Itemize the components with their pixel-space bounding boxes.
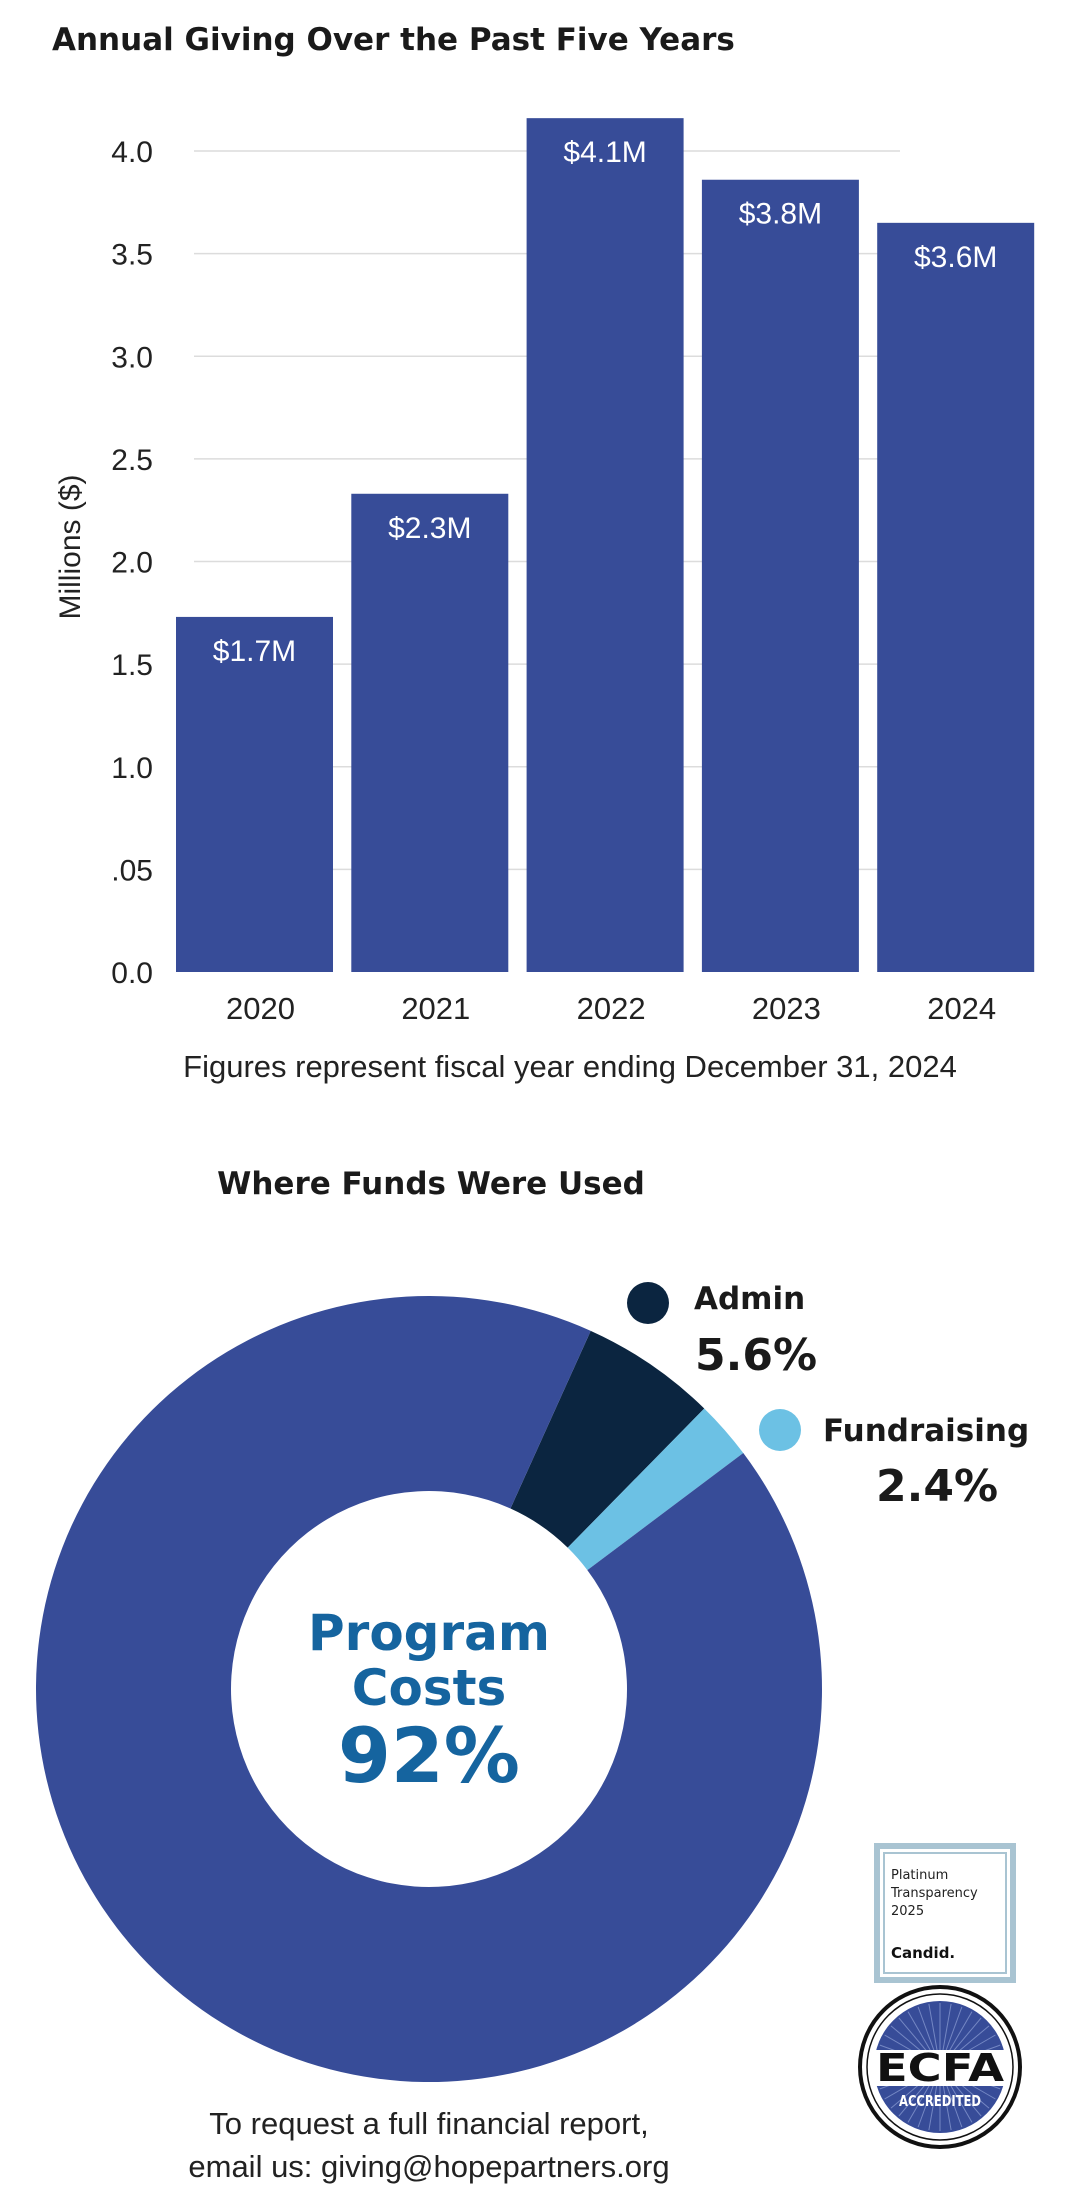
bar-2021 xyxy=(351,493,509,972)
bars: $1.7M $2.3M $4.1M $3.8M $3.6M xyxy=(176,118,1035,973)
candid-badge: Platinum Transparency 2025 Candid. xyxy=(874,1843,1016,1983)
donut-slice-fundraising xyxy=(567,1408,744,1571)
x-tick-label: 2022 xyxy=(577,991,646,1026)
svg-text:Platinum: Platinum xyxy=(891,1868,948,1883)
svg-text:Transparency: Transparency xyxy=(890,1886,978,1901)
bar-data-label: $3.8M xyxy=(739,198,822,231)
svg-text:ECFA: ECFA xyxy=(876,2046,1005,2090)
ecfa-seal: ECFA ACCREDITED xyxy=(858,1985,1022,2149)
bar-data-label: $3.6M xyxy=(914,241,997,274)
y-axis-label: Millions ($) xyxy=(54,474,87,619)
center-label-line1: Program xyxy=(308,1604,550,1662)
bar-data-label: $4.1M xyxy=(563,136,646,169)
bar-data-label: $2.3M xyxy=(388,512,471,545)
footer-email[interactable]: email us: giving@hopepartners.org xyxy=(188,2149,669,2184)
y-tick-label: 3.0 xyxy=(111,341,153,374)
svg-text:ACCREDITED: ACCREDITED xyxy=(899,2092,981,2110)
x-axis-ticks: 2020 2021 2022 2023 2024 xyxy=(226,991,996,1026)
x-tick-label: 2020 xyxy=(226,991,295,1026)
center-label-line2: Costs xyxy=(352,1659,506,1717)
y-tick-label: 0.0 xyxy=(111,957,153,990)
y-tick-label: 4.0 xyxy=(111,136,153,169)
donut-slice-program-costs xyxy=(35,1295,822,2082)
x-tick-label: 2021 xyxy=(401,991,470,1026)
donut-chart-title: Where Funds Were Used xyxy=(217,1166,645,1202)
legend-dot-fundraising xyxy=(759,1409,801,1451)
x-tick-label: 2023 xyxy=(752,991,821,1026)
bar-data-label: $1.7M xyxy=(213,635,296,668)
center-label-value: 92% xyxy=(338,1711,520,1800)
bar-2020 xyxy=(176,616,333,972)
svg-text:2025: 2025 xyxy=(891,1904,924,1919)
y-tick-label: 1.0 xyxy=(111,752,153,785)
legend-label-fundraising: Fundraising xyxy=(823,1413,1029,1449)
legend-label-admin: Admin xyxy=(694,1281,805,1317)
legend-value-fundraising: 2.4% xyxy=(876,1461,998,1512)
y-tick-label: 2.5 xyxy=(111,444,153,477)
legend-value-admin: 5.6% xyxy=(695,1330,817,1381)
x-tick-label: 2024 xyxy=(927,991,996,1026)
bar-chart-title: Annual Giving Over the Past Five Years xyxy=(52,22,735,58)
y-axis-ticks: 0.0 .05 1.0 1.5 2.0 2.5 3.0 3.5 4.0 xyxy=(111,136,153,990)
donut-chart xyxy=(35,1295,822,2082)
bar-2024 xyxy=(877,222,1035,972)
y-tick-label: 3.5 xyxy=(111,239,153,272)
legend-dot-admin xyxy=(627,1282,669,1324)
svg-text:Candid.: Candid. xyxy=(891,1944,955,1962)
bar-2023 xyxy=(701,179,859,973)
bar-2022 xyxy=(526,118,684,972)
y-tick-label: 1.5 xyxy=(111,649,153,682)
footer-line1: To request a full financial report, xyxy=(209,2106,648,2141)
chart-footnote: Figures represent fiscal year ending Dec… xyxy=(183,1049,957,1084)
y-tick-label: .05 xyxy=(111,854,153,887)
y-tick-label: 2.0 xyxy=(111,547,153,580)
donut-slice-admin xyxy=(510,1330,705,1548)
